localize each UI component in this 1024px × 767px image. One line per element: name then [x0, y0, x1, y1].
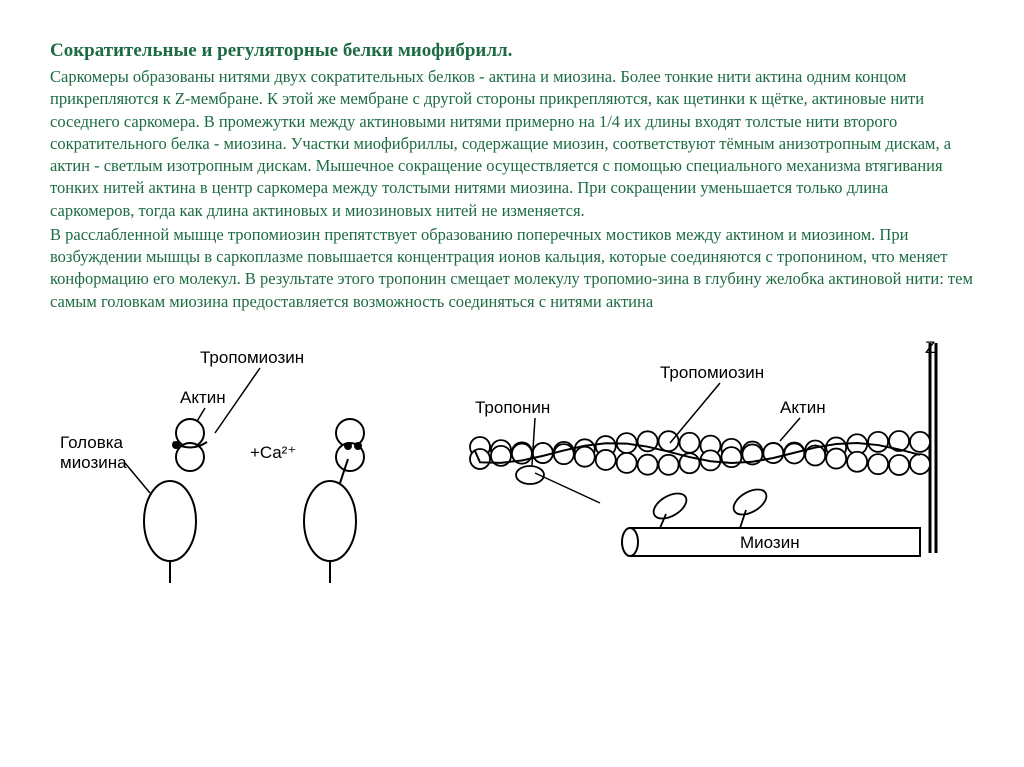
- svg-text:Тропомиозин: Тропомиозин: [200, 348, 304, 367]
- diagram-left: Тропомиозин Актин Головкамиозина +Ca²⁺: [50, 333, 420, 603]
- svg-text:Z: Z: [925, 338, 935, 357]
- svg-text:Миозин: Миозин: [740, 533, 800, 552]
- diagram-right: Z Тропомиозин Тропонин Актин Миозин: [420, 333, 960, 603]
- svg-text:Головкамиозина: Головкамиозина: [60, 433, 127, 472]
- paragraph-1: Саркомеры образованы нитями двух сократи…: [50, 66, 974, 222]
- svg-text:Тропомиозин: Тропомиозин: [660, 363, 764, 382]
- paragraph-2: В расслабленной мышце тропомиозин препят…: [50, 224, 974, 313]
- diagram-area: Тропомиозин Актин Головкамиозина +Ca²⁺ Z Тро…: [50, 333, 974, 603]
- svg-text:Актин: Актин: [780, 398, 826, 417]
- svg-text:Тропонин: Тропонин: [475, 398, 550, 417]
- svg-text:+Ca²⁺: +Ca²⁺: [250, 443, 296, 462]
- page-title: Сократительные и регуляторные белки миоф…: [50, 40, 974, 62]
- svg-text:Актин: Актин: [180, 388, 226, 407]
